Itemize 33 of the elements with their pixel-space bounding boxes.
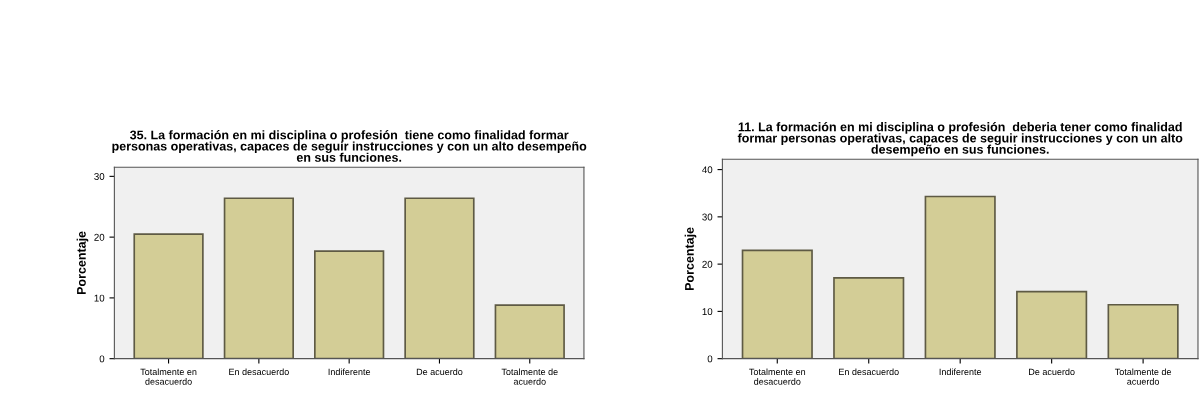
- x-tick-label: De acuerdo: [416, 368, 463, 376]
- bar: [1107, 303, 1179, 359]
- bar: [133, 233, 204, 359]
- bar: [314, 250, 385, 359]
- bar: [223, 197, 295, 359]
- y-tick-label: 30: [702, 213, 713, 221]
- y-axis-title: Porcentaje: [76, 231, 89, 295]
- x-tick-label: Totalmente en desacuerdo: [749, 368, 806, 385]
- bar: [924, 195, 996, 359]
- bar: [1016, 290, 1088, 359]
- y-tick-label: 20: [702, 260, 713, 268]
- y-tick-label: 10: [94, 294, 105, 302]
- bar: [741, 249, 813, 359]
- bar: [833, 277, 905, 359]
- x-tick-label: Totalmente en desacuerdo: [140, 368, 197, 385]
- x-tick-label: Indiferente: [939, 368, 982, 376]
- x-tick-label: Indiferente: [328, 368, 371, 376]
- x-tick-label: En desacuerdo: [229, 368, 289, 376]
- y-tick-label: 0: [707, 355, 713, 363]
- bar: [494, 304, 565, 359]
- y-tick-label: 40: [702, 166, 713, 174]
- x-tick-label: De acuerdo: [1029, 368, 1075, 376]
- bar: [404, 197, 475, 359]
- chart-title: 11. La formación en mi disciplina o profesión deberia tener como finalidad formar personas operativas, capaces de seguir instrucciones y con un alto desempeño en sus funciones.: [737, 122, 1183, 157]
- x-tick-label: En desacuerdo: [839, 368, 899, 376]
- y-axis-title: Porcentaje: [684, 227, 697, 291]
- chart-title: 35. La formación en mi disciplina o profesión tiene como finalidad formar personas operativas, capaces de seguir instrucciones y con un alto desempeño en sus funciones.: [112, 130, 587, 162]
- y-tick-label: 10: [702, 308, 713, 316]
- y-tick-label: 20: [94, 233, 105, 241]
- x-tick-label: Totalmente de acuerdo: [1114, 368, 1172, 385]
- x-tick-label: Totalmente de acuerdo: [501, 368, 558, 385]
- y-tick-label: 30: [94, 173, 105, 180]
- y-tick-label: 0: [99, 355, 105, 363]
